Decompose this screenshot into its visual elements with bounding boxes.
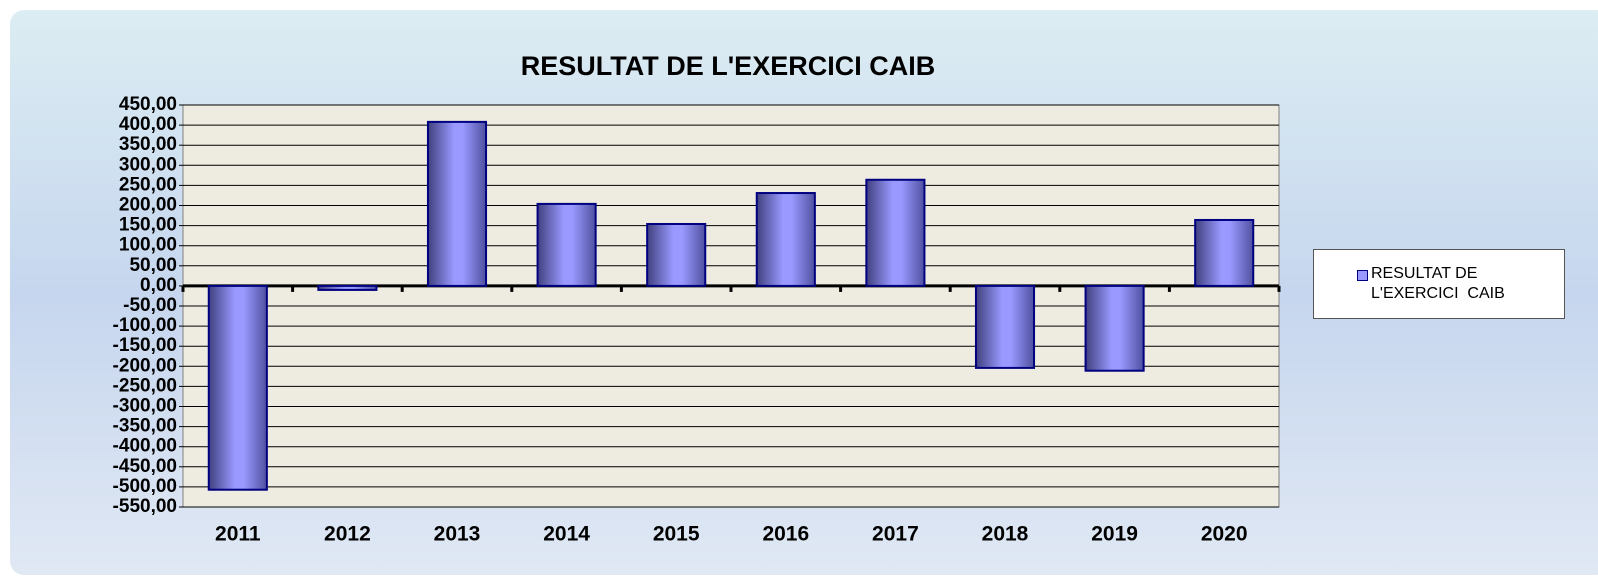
x-tick-label: 2020: [1201, 523, 1248, 546]
y-tick-label: -150,00: [113, 335, 177, 356]
bar: [646, 222, 707, 287]
y-tick-label: -400,00: [113, 436, 177, 457]
y-tick-label: -550,00: [113, 496, 177, 517]
bar: [317, 284, 378, 291]
y-tick-label: -500,00: [113, 476, 177, 497]
x-tick-label: 2016: [762, 523, 809, 546]
y-tick-label: -350,00: [113, 416, 177, 437]
legend-label: RESULTAT DE L'EXERCICI CAIB: [1371, 265, 1505, 302]
bar: [1194, 218, 1255, 287]
y-tick-label: 100,00: [119, 235, 177, 256]
y-tick-label: 50,00: [129, 255, 177, 276]
legend: RESULTAT DE L'EXERCICI CAIB: [1313, 249, 1565, 319]
y-tick-label: 150,00: [119, 215, 177, 236]
y-tick-label: -450,00: [113, 456, 177, 477]
y-tick-label: -250,00: [113, 375, 177, 396]
bar: [865, 178, 926, 287]
y-tick-label: 350,00: [119, 134, 177, 155]
y-tick-label: 250,00: [119, 174, 177, 195]
y-tick-label: 200,00: [119, 195, 177, 216]
legend-swatch: [1357, 270, 1368, 281]
y-tick-label: 400,00: [119, 114, 177, 135]
bar: [1084, 284, 1145, 372]
x-tick-label: 2015: [653, 523, 700, 546]
x-tick-label: 2017: [872, 523, 919, 546]
x-tick-label: 2018: [982, 523, 1029, 546]
bar: [974, 284, 1036, 369]
y-tick-label: -100,00: [113, 315, 177, 336]
y-tick-label: -50,00: [123, 295, 177, 316]
x-tick-label: 2011: [215, 523, 261, 546]
y-tick-label: 300,00: [119, 154, 177, 175]
x-tick-label: 2014: [543, 523, 590, 546]
y-tick-label: -200,00: [113, 355, 177, 376]
y-tick-label: 0,00: [140, 275, 177, 296]
chart-title: RESULTAT DE L'EXERCICI CAIB: [521, 51, 935, 81]
x-tick-label: 2019: [1091, 523, 1138, 546]
x-tick-label: 2013: [434, 523, 481, 546]
y-tick-label: -300,00: [113, 396, 177, 417]
x-tick-label: 2012: [324, 523, 371, 546]
y-tick-label: 450,00: [119, 94, 177, 115]
bar: [755, 192, 816, 287]
bar: [207, 284, 268, 491]
bar: [426, 120, 488, 287]
bar: [536, 202, 597, 287]
